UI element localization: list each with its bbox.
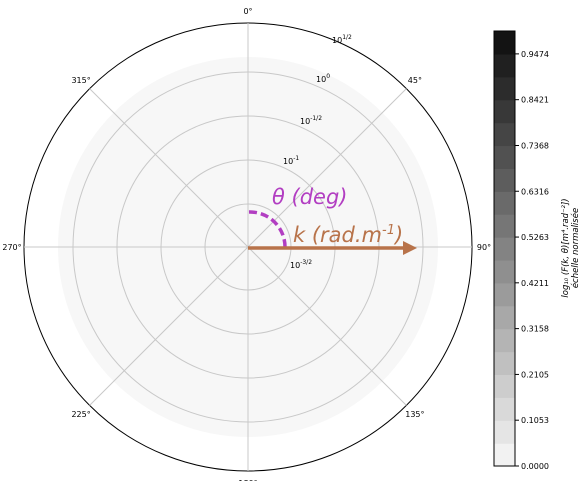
colorbar-label-line1: log₁₀ (F(k, θ)[m⁴.rad⁻²]) [561,198,571,297]
angle-tick-label: 270° [2,243,21,252]
angle-tick-label: 45° [408,76,422,85]
colorbar-tick-label: 0.5263 [521,233,549,242]
k-annotation-main: k (rad.m [293,223,382,247]
polar-axes: 0°45°90°135°180°225°270°315° 10-3/210-11… [2,7,491,481]
angle-tick-label: 90° [477,243,491,252]
colorbar-tick-label: 0.1053 [521,416,549,425]
angular-gridline [247,246,407,406]
colorbar-tick-label: 0.7368 [521,141,549,150]
colorbar-tick-label: 0.6316 [521,187,549,196]
radial-tick-labels: 10-3/2 10-1 10-1/2 100 101/2 [283,34,352,270]
angle-tick-label: 135° [405,410,424,419]
colorbar-band [494,145,515,169]
colorbar-ticks: 0.0000 0.1053 0.2105 0.3158 0.4211 0.5263 0.63… [515,50,549,471]
colorbar-band [494,305,515,330]
radial-tick-label: 10-3/2 [290,259,312,270]
colorbar-tick-label: 0.3158 [521,325,549,334]
radial-tick-label: 10-1/2 [300,115,322,126]
theta-annotation: θ (deg) [272,185,348,209]
radial-tick-label: 100 [316,73,330,84]
colorbar-band [494,351,515,376]
angle-tick-label: 0° [243,7,252,16]
colorbar-band [494,214,515,238]
annotations: θ (deg) k (rad.m-1) [248,185,417,255]
colorbar-tick-label: 0.0000 [521,462,549,471]
colorbar-band [494,31,515,55]
colorbar-band [494,443,515,467]
colorbar-band [494,328,515,353]
angular-gridline [89,88,249,248]
colorbar-tick-label: 0.8421 [521,96,549,105]
colorbar-label-line2: échelle normalisée [570,208,580,288]
colorbar-bands [494,31,515,467]
colorbar-band [494,76,515,101]
k-annotation: k (rad.m-1) [293,223,403,247]
colorbar-band [494,282,515,307]
colorbar-band [494,237,515,261]
k-arrow-head [403,241,417,255]
colorbar-tick-label: 0.4211 [521,279,549,288]
angle-tick-label: 225° [71,410,90,419]
radial-gridline [72,71,424,423]
colorbar-band [494,397,515,421]
colorbar-band [494,99,515,124]
colorbar-band [494,191,515,215]
radial-tick-label: 101/2 [332,34,352,45]
theta-arc [248,210,287,248]
colorbar-band [494,53,515,78]
colorbar-band [494,374,515,398]
colorbar-band [494,420,515,444]
angle-tick-label: 180° [238,479,257,481]
angular-gridline [89,246,249,406]
k-annotation-close: ) [393,223,403,247]
k-annotation-sup: -1 [382,223,395,238]
colorbar-band [494,168,515,192]
colorbar: 0.0000 0.1053 0.2105 0.3158 0.4211 0.5263 0.63… [493,30,580,471]
angle-tick-label: 315° [71,76,90,85]
colorbar-band [494,122,515,147]
colorbar-tick-label: 0.9474 [521,50,549,59]
colorbar-band [494,259,515,284]
angle-tick-labels: 0° 45° 90° 135° 180° 225° 270° 315° [2,7,491,481]
colorbar-frame [493,30,516,467]
radial-tick-label: 10-1 [283,155,299,166]
colorbar-tick-label: 0.2105 [521,370,549,379]
